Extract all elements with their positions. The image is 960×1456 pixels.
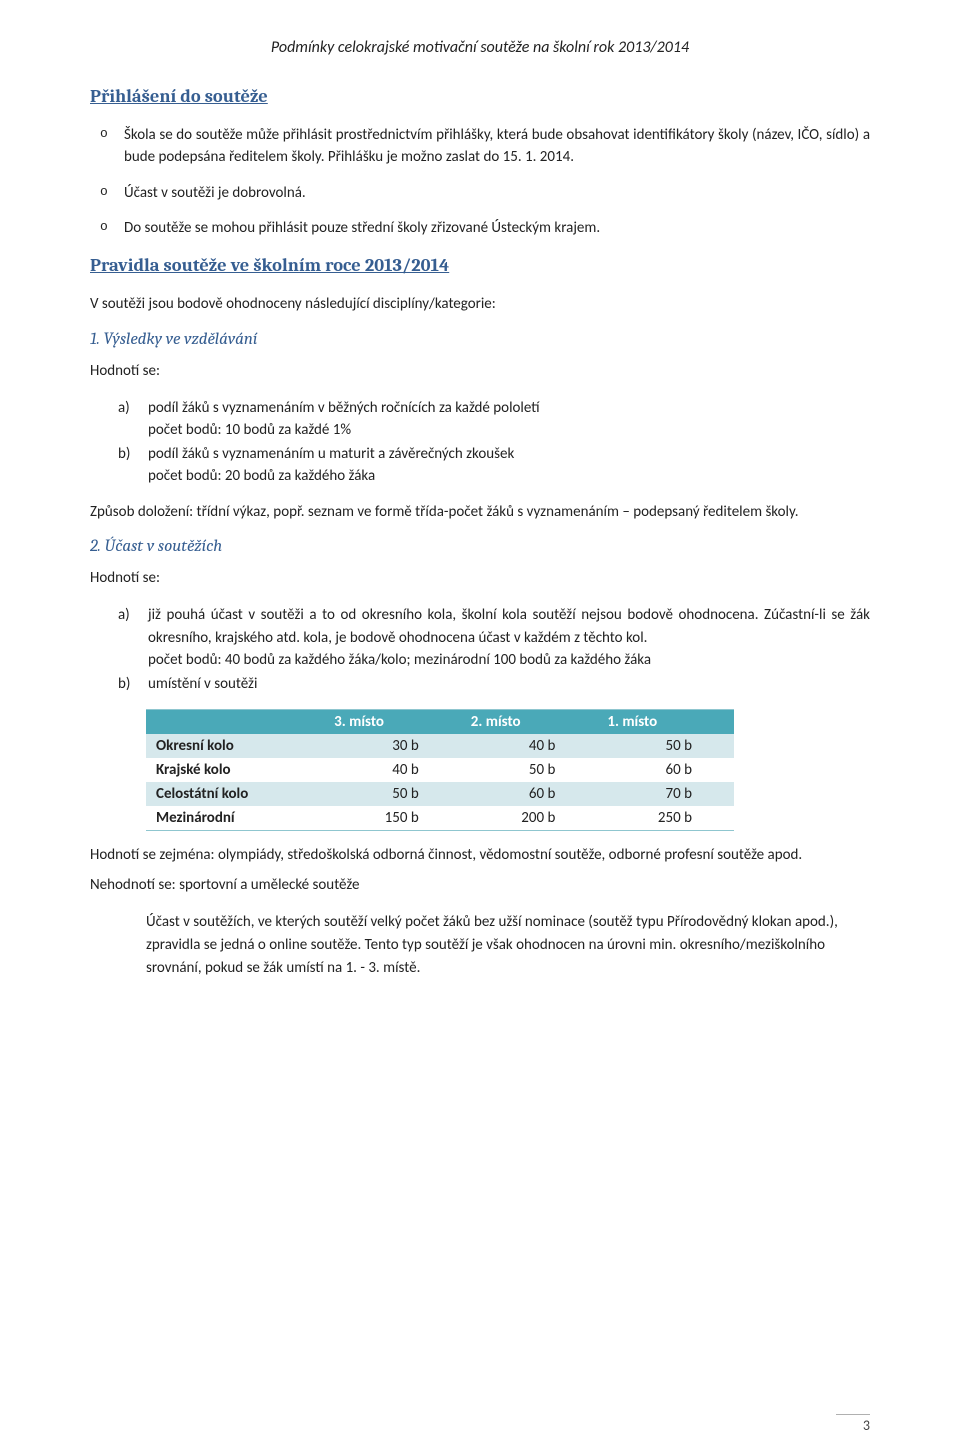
disc1-a-line1: podíl žáků s vyznamenáním v běžných ročn… bbox=[148, 397, 870, 420]
points-cell: 60 b bbox=[597, 758, 734, 782]
points-cell: 30 b bbox=[324, 734, 461, 758]
list-marker: b) bbox=[118, 673, 130, 696]
points-table: 3. místo 2. místo 1. místo Okresní kolo … bbox=[146, 709, 734, 831]
hodnoti-se-label: Hodnotí se: bbox=[90, 361, 870, 383]
points-th-3: 3. místo bbox=[324, 710, 461, 735]
points-th-1: 1. místo bbox=[597, 710, 734, 735]
points-cell: 50 b bbox=[597, 734, 734, 758]
disc2-b-text: umístění v soutěži bbox=[148, 675, 257, 693]
document-page: Podmínky celokrajské motivační soutěže n… bbox=[0, 0, 960, 1456]
points-cell: 250 b bbox=[597, 806, 734, 831]
discipline-2-heading: 2. Účast v soutěžích bbox=[90, 537, 870, 556]
disc2-item-b: b) umístění v soutěži bbox=[148, 673, 870, 696]
points-cell: 50 b bbox=[461, 758, 598, 782]
disc1-footer: Způsob doložení: třídní výkaz, popř. sez… bbox=[90, 502, 870, 524]
signup-item: Do soutěže se mohou přihlásit pouze stře… bbox=[124, 218, 870, 240]
points-cell: 150 b bbox=[324, 806, 461, 831]
signup-item: Škola se do soutěže může přihlásit prost… bbox=[124, 125, 870, 169]
points-row-label: Mezinárodní bbox=[146, 806, 324, 831]
disc1-list: a) podíl žáků s vyznamenáním v běžných r… bbox=[90, 397, 870, 488]
section-heading-signup: Přihlášení do soutěže bbox=[90, 85, 870, 107]
points-row-label: Okresní kolo bbox=[146, 734, 324, 758]
signup-bullet-list: Škola se do soutěže může přihlásit prost… bbox=[90, 125, 870, 240]
disc2-item-a: a) již pouhá účast v soutěži a to od okr… bbox=[148, 604, 870, 672]
signup-item: Účast v soutěži je dobrovolná. bbox=[124, 183, 870, 205]
disc1-b-line1: podíl žáků s vyznamenáním u maturit a zá… bbox=[148, 443, 870, 466]
points-cell: 70 b bbox=[597, 782, 734, 806]
disc2-a-line2: počet bodů: 40 bodů za každého žáka/kolo… bbox=[148, 649, 870, 672]
points-th-blank bbox=[146, 710, 324, 735]
rules-intro: V soutěži jsou bodově ohodnoceny následu… bbox=[90, 294, 870, 316]
section-heading-rules: Pravidla soutěže ve školním roce 2013/20… bbox=[90, 254, 870, 276]
disc1-b-line2: počet bodů: 20 bodů za každého žáka bbox=[148, 465, 870, 488]
hodnoti-se-label: Hodnotí se: bbox=[90, 568, 870, 590]
points-cell: 40 b bbox=[324, 758, 461, 782]
disc1-item-a: a) podíl žáků s vyznamenáním v běžných r… bbox=[148, 397, 870, 442]
points-row-label: Krajské kolo bbox=[146, 758, 324, 782]
disc2-list: a) již pouhá účast v soutěži a to od okr… bbox=[90, 604, 870, 695]
points-cell: 200 b bbox=[461, 806, 598, 831]
disc1-a-line2: počet bodů: 10 bodů za každé 1% bbox=[148, 419, 870, 442]
discipline-1-heading: 1. Výsledky ve vzdělávání bbox=[90, 330, 870, 349]
after-table-p3: Účast v soutěžích, ve kterých soutěží ve… bbox=[146, 911, 870, 981]
points-th-2: 2. místo bbox=[461, 710, 598, 735]
list-marker: b) bbox=[118, 443, 130, 466]
points-cell: 60 b bbox=[461, 782, 598, 806]
points-row-label: Celostátní kolo bbox=[146, 782, 324, 806]
after-table-p2: Nehodnotí se: sportovní a umělecké soutě… bbox=[90, 875, 870, 897]
disc2-a-text: již pouhá účast v soutěži a to od okresn… bbox=[148, 606, 870, 647]
points-cell: 50 b bbox=[324, 782, 461, 806]
page-header-title: Podmínky celokrajské motivační soutěže n… bbox=[90, 38, 870, 57]
page-number: 3 bbox=[836, 1414, 870, 1434]
after-table-p1: Hodnotí se zejména: olympiády, středoško… bbox=[90, 845, 870, 867]
list-marker: a) bbox=[118, 604, 130, 627]
list-marker: a) bbox=[118, 397, 130, 420]
disc1-item-b: b) podíl žáků s vyznamenáním u maturit a… bbox=[148, 443, 870, 488]
points-cell: 40 b bbox=[461, 734, 598, 758]
